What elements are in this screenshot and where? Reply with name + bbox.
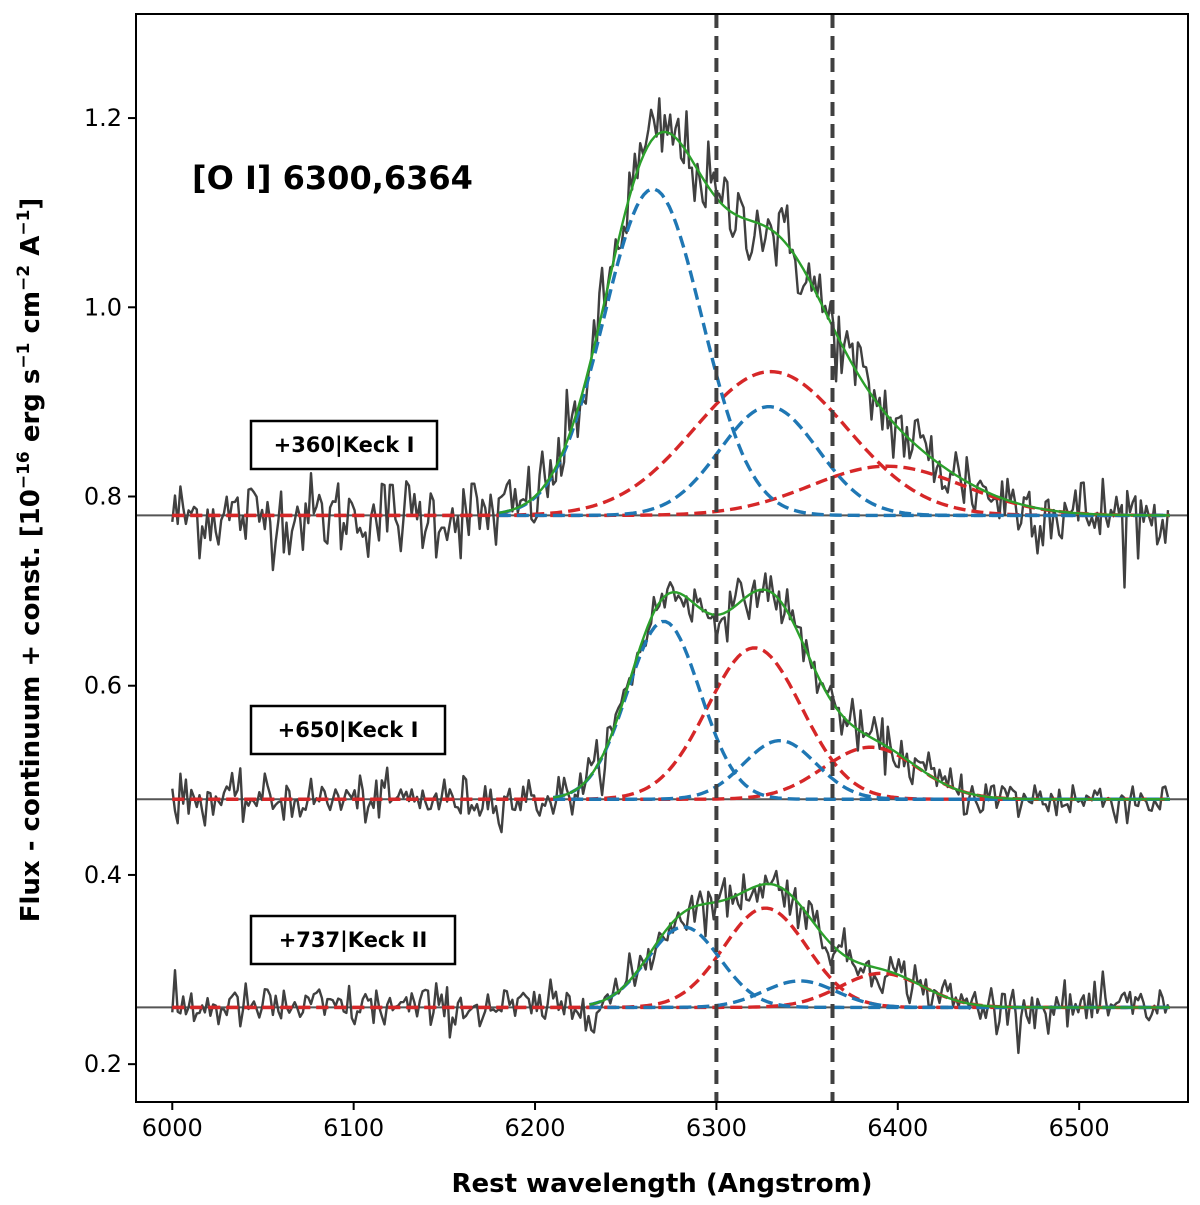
spectrum-labels: +360|Keck I +650|Keck I +737|Keck II <box>249 419 457 966</box>
y-tick-label: 0.4 <box>84 861 122 889</box>
label-737: +737|Keck II <box>279 928 428 953</box>
total-fit-2 <box>589 882 1170 1009</box>
observed-spectrum-1 <box>171 572 1170 834</box>
blue-component-0-1 <box>498 405 1170 518</box>
red-component-0-1 <box>172 464 1170 518</box>
label-box-360 <box>249 419 439 471</box>
chart-title: [O I] 6300,6364 <box>192 159 473 197</box>
label-box-650 <box>249 704 447 756</box>
y-axis: 0.2 0.4 0.6 0.8 1.0 1.2 <box>84 104 136 1078</box>
blue-component-0-0 <box>498 187 1170 518</box>
observed-spectrum-0 <box>171 97 1170 589</box>
label-box-737 <box>249 914 457 966</box>
y-axis-label: Flux - continuum + const. [10−16 erg s−1… <box>14 198 46 923</box>
x-tick-label: 6100 <box>323 1114 384 1142</box>
x-tick-label: 6500 <box>1049 1114 1110 1142</box>
x-tick-label: 6200 <box>504 1114 565 1142</box>
plot-frame <box>135 13 1189 1103</box>
x-axis: 6000 6100 6200 6300 6400 6500 <box>142 1102 1110 1142</box>
x-axis-label: Rest wavelength (Angstrom) <box>451 1169 872 1199</box>
red-component-2-1 <box>172 971 1170 1010</box>
x-tick-label: 6000 <box>142 1114 203 1142</box>
y-tick-label: 0.2 <box>84 1050 122 1078</box>
x-tick-label: 6300 <box>686 1114 747 1142</box>
y-tick-label: 0.8 <box>84 483 122 511</box>
label-650: +650|Keck I <box>278 718 419 743</box>
total-fit-1 <box>553 588 1170 801</box>
y-tick-label: 1.2 <box>84 104 122 132</box>
x-tick-label: 6400 <box>867 1114 928 1142</box>
plot-area <box>136 14 1188 1102</box>
y-tick-label: 1.0 <box>84 293 122 321</box>
label-360: +360|Keck I <box>274 433 415 458</box>
y-tick-label: 0.6 <box>84 672 122 700</box>
